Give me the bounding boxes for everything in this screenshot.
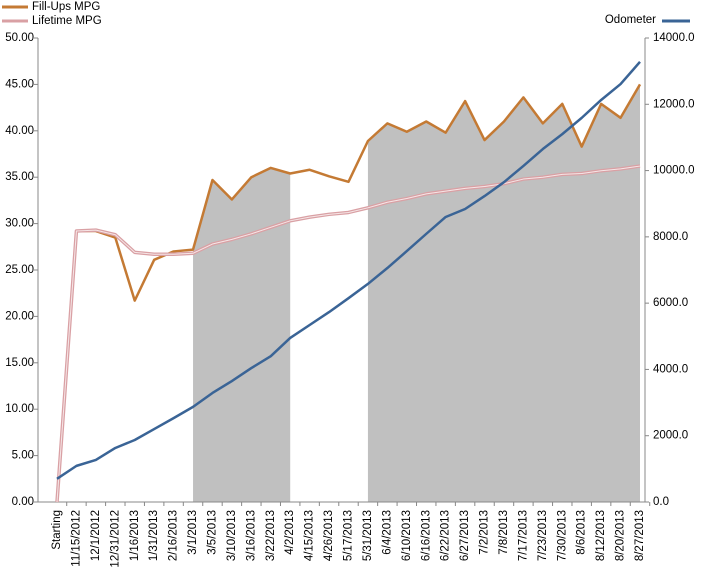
x-tick-label: 8/12/2013 — [595, 510, 607, 561]
x-tick-label: 8/20/2013 — [615, 510, 627, 561]
legend-label: Odometer — [605, 14, 656, 26]
y2-tick-label: 0.0 — [653, 496, 669, 508]
x-tick-label: 5/31/2013 — [362, 510, 374, 561]
x-tick-label: 6/16/2013 — [420, 510, 432, 561]
x-tick-label: 5/17/2013 — [343, 510, 355, 561]
x-tick-label: 7/30/2013 — [556, 510, 568, 561]
x-tick-label: 12/1/2012 — [90, 510, 102, 561]
x-tick-label: Starting — [51, 510, 63, 550]
x-tick-label: 6/22/2013 — [440, 510, 452, 561]
y-tick-label: 25.00 — [5, 264, 34, 276]
x-tick-label: 7/2/2013 — [479, 510, 491, 555]
y-tick-label: 35.00 — [5, 171, 34, 183]
x-tick-label: 7/8/2013 — [498, 510, 510, 555]
y2-tick-label: 4000.0 — [653, 363, 688, 375]
x-tick-label: 7/23/2013 — [537, 510, 549, 561]
y-tick-label: 5.00 — [12, 450, 34, 462]
y-tick-label: 30.00 — [5, 218, 34, 230]
y-tick-label: 0.00 — [12, 496, 34, 508]
series-line-inner — [56, 165, 641, 503]
legend-label: Fill-Ups MPG — [32, 1, 100, 13]
y2-tick-label: 10000.0 — [653, 165, 695, 177]
y-tick-label: 20.00 — [5, 310, 34, 322]
x-tick-label: 2/16/2013 — [168, 510, 180, 561]
x-tick-label: 12/31/2012 — [109, 510, 121, 568]
shaded-area — [367, 84, 640, 503]
x-tick-label: 1/31/2013 — [148, 510, 160, 561]
shaded-area — [193, 167, 291, 503]
x-tick-label: 8/27/2013 — [634, 510, 646, 561]
x-tick-label: 1/16/2013 — [129, 510, 141, 561]
x-tick-label: 7/17/2013 — [517, 510, 529, 561]
x-tick-label: 3/5/2013 — [206, 510, 218, 555]
y2-tick-label: 12000.0 — [653, 98, 695, 110]
y-tick-label: 50.00 — [5, 32, 34, 44]
x-tick-label: 6/10/2013 — [401, 510, 413, 561]
y2-tick-label: 8000.0 — [653, 231, 688, 243]
x-tick-label: 4/2/2013 — [284, 510, 296, 555]
x-tick-label: 3/10/2013 — [226, 510, 238, 561]
x-tick-label: 4/26/2013 — [323, 510, 335, 561]
y-tick-label: 40.00 — [5, 125, 34, 137]
legend-label: Lifetime MPG — [32, 15, 102, 27]
x-tick-label: 3/22/2013 — [265, 510, 277, 561]
series-line — [56, 61, 641, 480]
y-tick-label: 10.00 — [5, 403, 34, 415]
y-tick-label: 45.00 — [5, 78, 34, 90]
x-tick-label: 3/1/2013 — [187, 510, 199, 555]
x-tick-label: 8/6/2013 — [576, 510, 588, 555]
x-tick-label: 6/4/2013 — [381, 510, 393, 555]
x-tick-label: 11/15/2012 — [70, 510, 82, 567]
y2-tick-label: 14000.0 — [653, 32, 695, 44]
x-tick-label: 3/16/2013 — [245, 510, 257, 561]
series-line — [55, 83, 642, 503]
y2-tick-label: 6000.0 — [653, 297, 688, 309]
x-tick-label: 4/15/2013 — [304, 510, 316, 561]
y2-tick-label: 2000.0 — [653, 430, 688, 442]
y-tick-label: 15.00 — [5, 357, 34, 369]
x-tick-label: 6/27/2013 — [459, 510, 471, 561]
